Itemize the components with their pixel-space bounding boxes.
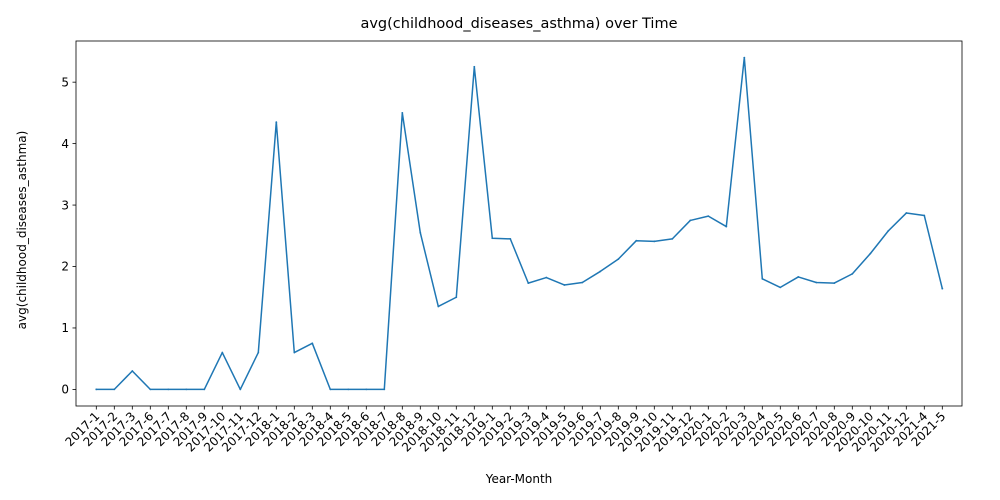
data-point xyxy=(743,56,746,59)
data-point xyxy=(671,237,674,240)
data-point xyxy=(275,121,278,124)
data-point xyxy=(527,282,530,284)
data-point xyxy=(563,284,566,286)
data-point xyxy=(725,225,728,228)
x-axis: 2017-12017-22017-32017-62017-72017-82017… xyxy=(62,406,948,455)
data-point xyxy=(419,231,422,234)
data-point xyxy=(383,388,386,391)
data-point xyxy=(347,388,350,391)
data-point xyxy=(761,277,764,280)
data-point xyxy=(887,229,890,232)
y-axis: 0 1 2 3 4 5 xyxy=(61,75,76,397)
data-point xyxy=(221,351,224,354)
y-tick-label: 0 xyxy=(61,383,69,397)
data-point xyxy=(257,351,260,354)
data-point xyxy=(455,296,458,299)
data-point xyxy=(599,270,602,273)
data-point xyxy=(707,215,710,218)
data-point xyxy=(131,370,134,372)
x-axis-label: Year-Month xyxy=(485,472,553,486)
data-point xyxy=(635,239,638,242)
y-tick-label: 2 xyxy=(61,260,69,274)
data-point xyxy=(113,388,116,391)
data-point xyxy=(581,281,584,284)
data-point xyxy=(185,388,188,391)
plot-area xyxy=(75,40,963,407)
data-point xyxy=(689,219,692,222)
data-point xyxy=(311,342,314,345)
data-point xyxy=(815,281,818,284)
data-point xyxy=(833,282,836,284)
data-point xyxy=(779,286,782,289)
data-point xyxy=(923,214,926,217)
data-point xyxy=(203,388,206,391)
data-point xyxy=(869,252,872,255)
y-axis-label: avg(childhood_diseases_asthma) xyxy=(15,131,29,330)
data-point xyxy=(95,388,98,391)
data-point xyxy=(239,388,242,391)
data-point xyxy=(617,258,620,261)
chart-title: avg(childhood_diseases_asthma) over Time xyxy=(360,16,677,32)
data-point xyxy=(851,272,854,275)
data-point xyxy=(437,305,440,308)
y-tick-label: 4 xyxy=(61,137,69,151)
data-point xyxy=(473,65,476,68)
data-point xyxy=(941,287,944,290)
data-point xyxy=(401,111,404,114)
data-point xyxy=(905,212,908,214)
data-point xyxy=(545,276,548,279)
y-tick-label: 5 xyxy=(61,75,69,89)
data-point xyxy=(293,351,296,354)
data-point xyxy=(797,276,800,278)
data-point xyxy=(491,237,494,240)
data-point xyxy=(149,388,152,391)
y-tick-label: 1 xyxy=(61,321,69,335)
data-point xyxy=(329,388,332,391)
data-point xyxy=(365,388,368,391)
y-tick-label: 3 xyxy=(61,198,69,212)
plot-frame xyxy=(75,40,963,407)
data-point xyxy=(509,237,512,240)
data-point xyxy=(167,388,170,391)
data-point xyxy=(653,240,656,243)
series-line xyxy=(95,56,944,391)
